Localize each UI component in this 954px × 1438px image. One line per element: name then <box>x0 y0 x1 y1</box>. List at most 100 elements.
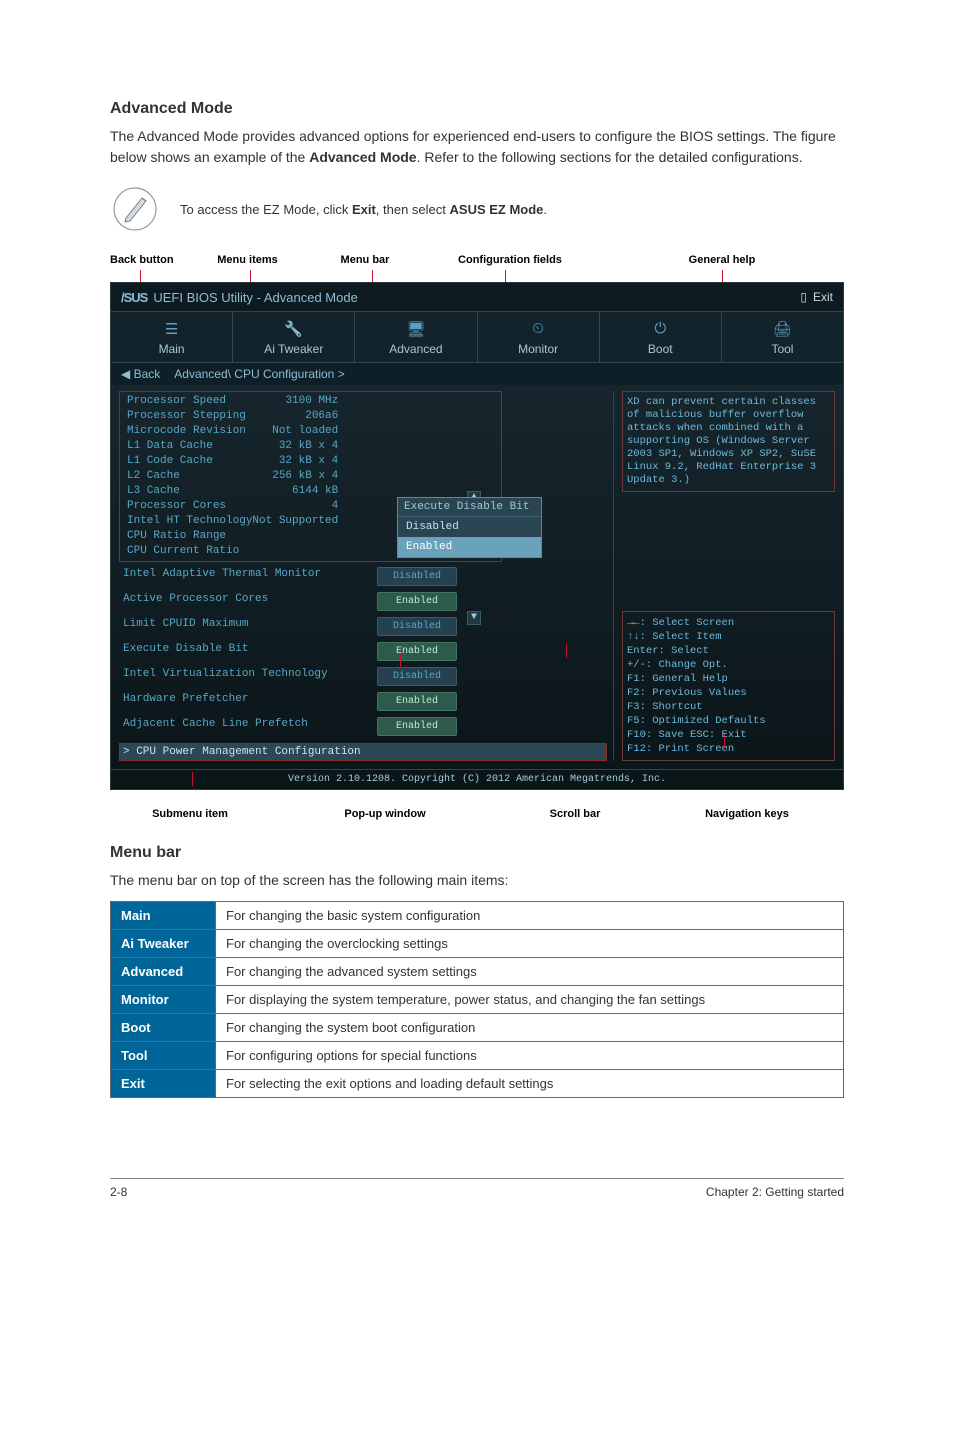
table-row: MainFor changing the basic system config… <box>111 902 844 930</box>
param-value: 32 kB x 4 <box>279 454 338 469</box>
config-key: Intel Adaptive Thermal Monitor <box>123 567 321 586</box>
config-key: Active Processor Cores <box>123 592 268 611</box>
table-row: Ai TweakerFor changing the overclocking … <box>111 930 844 958</box>
param-key: Processor Speed <box>127 394 226 409</box>
note-pre: To access the EZ Mode, click <box>180 202 352 217</box>
exit-button[interactable]: ▯ Exit <box>800 290 833 304</box>
param-value: 4 <box>332 499 339 514</box>
popup-option[interactable]: Enabled <box>398 537 541 557</box>
nav-key-line: F2: Previous Values <box>627 686 830 700</box>
config-value[interactable]: Disabled <box>377 567 457 586</box>
param-key: CPU Ratio Range <box>127 529 226 544</box>
config-value[interactable]: Enabled <box>377 592 457 611</box>
param-row: Microcode RevisionNot loaded <box>123 424 498 439</box>
bios-body: Processor Speed3100 MHzProcessor Steppin… <box>111 385 843 769</box>
menubar-label: Exit <box>111 1070 216 1098</box>
tab-advanced-label: Advanced <box>389 342 442 356</box>
param-value: Not loaded <box>272 424 338 439</box>
asus-logo: /SUS <box>121 290 147 305</box>
config-key: Adjacent Cache Line Prefetch <box>123 717 308 736</box>
param-value: Not Supported <box>252 514 338 529</box>
param-key: Processor Cores <box>127 499 226 514</box>
param-key: CPU Current Ratio <box>127 544 239 559</box>
menubar-desc: For displaying the system temperature, p… <box>216 986 844 1014</box>
tab-monitor[interactable]: ⏲ Monitor <box>478 312 600 362</box>
exit-label: Exit <box>813 290 833 304</box>
config-row[interactable]: Execute Disable Bit Enabled <box>119 639 607 664</box>
advanced-mode-intro: The Advanced Mode provides advanced opti… <box>110 126 844 168</box>
config-value[interactable]: Enabled <box>377 717 457 736</box>
wrench-icon: 🔧 <box>233 320 354 338</box>
advanced-mode-heading: Advanced Mode <box>110 100 844 118</box>
list-icon: ☰ <box>111 320 232 338</box>
table-row: BootFor changing the system boot configu… <box>111 1014 844 1042</box>
config-row[interactable]: Active Processor Cores Enabled <box>119 589 607 614</box>
tab-advanced[interactable]: 🖥 Advanced <box>355 312 477 362</box>
note-b2: ASUS EZ Mode <box>450 202 544 217</box>
popup-title: Execute Disable Bit <box>398 498 541 517</box>
param-value: 32 kB x 4 <box>279 439 338 454</box>
back-row: ◀ Back Advanced\ CPU Configuration > <box>111 363 843 385</box>
config-key: Intel Virtualization Technology <box>123 667 328 686</box>
config-row[interactable]: Hardware PrefetcherEnabled <box>119 689 607 714</box>
intro-text-2: . Refer to the following sections for th… <box>417 149 803 165</box>
config-row[interactable]: Intel Virtualization Technology Disabled <box>119 664 607 689</box>
tab-tool[interactable]: 🖨 Tool <box>722 312 843 362</box>
menubar-desc: For selecting the exit options and loadi… <box>216 1070 844 1098</box>
config-key: Execute Disable Bit <box>123 642 248 661</box>
back-arrow-icon: ◀ <box>121 367 130 381</box>
config-value[interactable]: Disabled <box>377 667 457 686</box>
param-row: L1 Code Cache32 kB x 4 <box>123 454 498 469</box>
back-label: Back <box>134 367 161 381</box>
menubar-desc: For configuring options for special func… <box>216 1042 844 1070</box>
footer-chapter: Chapter 2: Getting started <box>706 1185 844 1199</box>
nav-key-line: F3: Shortcut <box>627 700 830 714</box>
config-value[interactable]: Enabled <box>377 692 457 711</box>
config-row[interactable]: Intel Adaptive Thermal Monitor Disabled <box>119 564 607 589</box>
menubar-label: Main <box>111 902 216 930</box>
nav-key-line: ↑↓: Select Item <box>627 630 830 644</box>
back-button[interactable]: ◀ Back <box>121 367 160 381</box>
param-key: L3 Cache <box>127 484 180 499</box>
bios-title: UEFI BIOS Utility - Advanced Mode <box>153 290 357 305</box>
param-key: L1 Data Cache <box>127 439 213 454</box>
table-row: ExitFor selecting the exit options and l… <box>111 1070 844 1098</box>
top-callout-labels: Back button Menu items Menu bar Configur… <box>110 254 844 266</box>
submenu-item[interactable]: > CPU Power Management Configuration <box>119 743 607 761</box>
tab-main[interactable]: ☰ Main <box>111 312 233 362</box>
note-text: To access the EZ Mode, click Exit, then … <box>180 202 547 217</box>
menubar-table: MainFor changing the basic system config… <box>110 901 844 1098</box>
menubar-label: Advanced <box>111 958 216 986</box>
tab-aitweaker-label: Ai Tweaker <box>264 342 323 356</box>
tab-ai-tweaker[interactable]: 🔧 Ai Tweaker <box>233 312 355 362</box>
popup-option[interactable]: Disabled <box>398 517 541 537</box>
scroll-down-icon[interactable]: ▼ <box>467 611 481 625</box>
popup-window: Execute Disable Bit DisabledEnabled <box>397 497 542 558</box>
config-key: Limit CPUID Maximum <box>123 617 248 636</box>
tab-main-label: Main <box>159 342 185 356</box>
param-row: Processor Speed3100 MHz <box>123 394 498 409</box>
config-row[interactable]: Adjacent Cache Line Prefetch Enabled <box>119 714 607 739</box>
param-value: 6144 kB <box>292 484 338 499</box>
nav-key-line: F10: Save ESC: Exit <box>627 728 830 742</box>
bios-right-panel: XD can prevent certain classes of malici… <box>613 391 835 761</box>
config-row[interactable]: Limit CPUID Maximum Disabled <box>119 614 607 639</box>
label-navkeys: Navigation keys <box>650 808 844 820</box>
bios-left-panel: Processor Speed3100 MHzProcessor Steppin… <box>119 391 607 761</box>
exit-icon: ▯ <box>800 290 807 304</box>
tool-icon: 🖨 <box>722 320 843 338</box>
menubar-desc: For changing the overclocking settings <box>216 930 844 958</box>
bios-titlebar: /SUS UEFI BIOS Utility - Advanced Mode ▯… <box>111 283 843 311</box>
table-row: AdvancedFor changing the advanced system… <box>111 958 844 986</box>
general-help-box: XD can prevent certain classes of malici… <box>622 391 835 492</box>
bottom-callout-labels: Submenu item Pop-up window Scroll bar Na… <box>110 808 844 820</box>
note-block: To access the EZ Mode, click Exit, then … <box>110 184 844 234</box>
nav-key-line: F1: General Help <box>627 672 830 686</box>
label-popup: Pop-up window <box>270 808 500 820</box>
config-value[interactable]: Enabled <box>377 642 457 661</box>
param-key: L2 Cache <box>127 469 180 484</box>
tab-boot[interactable]: ⏻ Boot <box>600 312 722 362</box>
config-value[interactable]: Disabled <box>377 617 457 636</box>
power-icon: ⏻ <box>600 320 721 338</box>
table-row: ToolFor configuring options for special … <box>111 1042 844 1070</box>
